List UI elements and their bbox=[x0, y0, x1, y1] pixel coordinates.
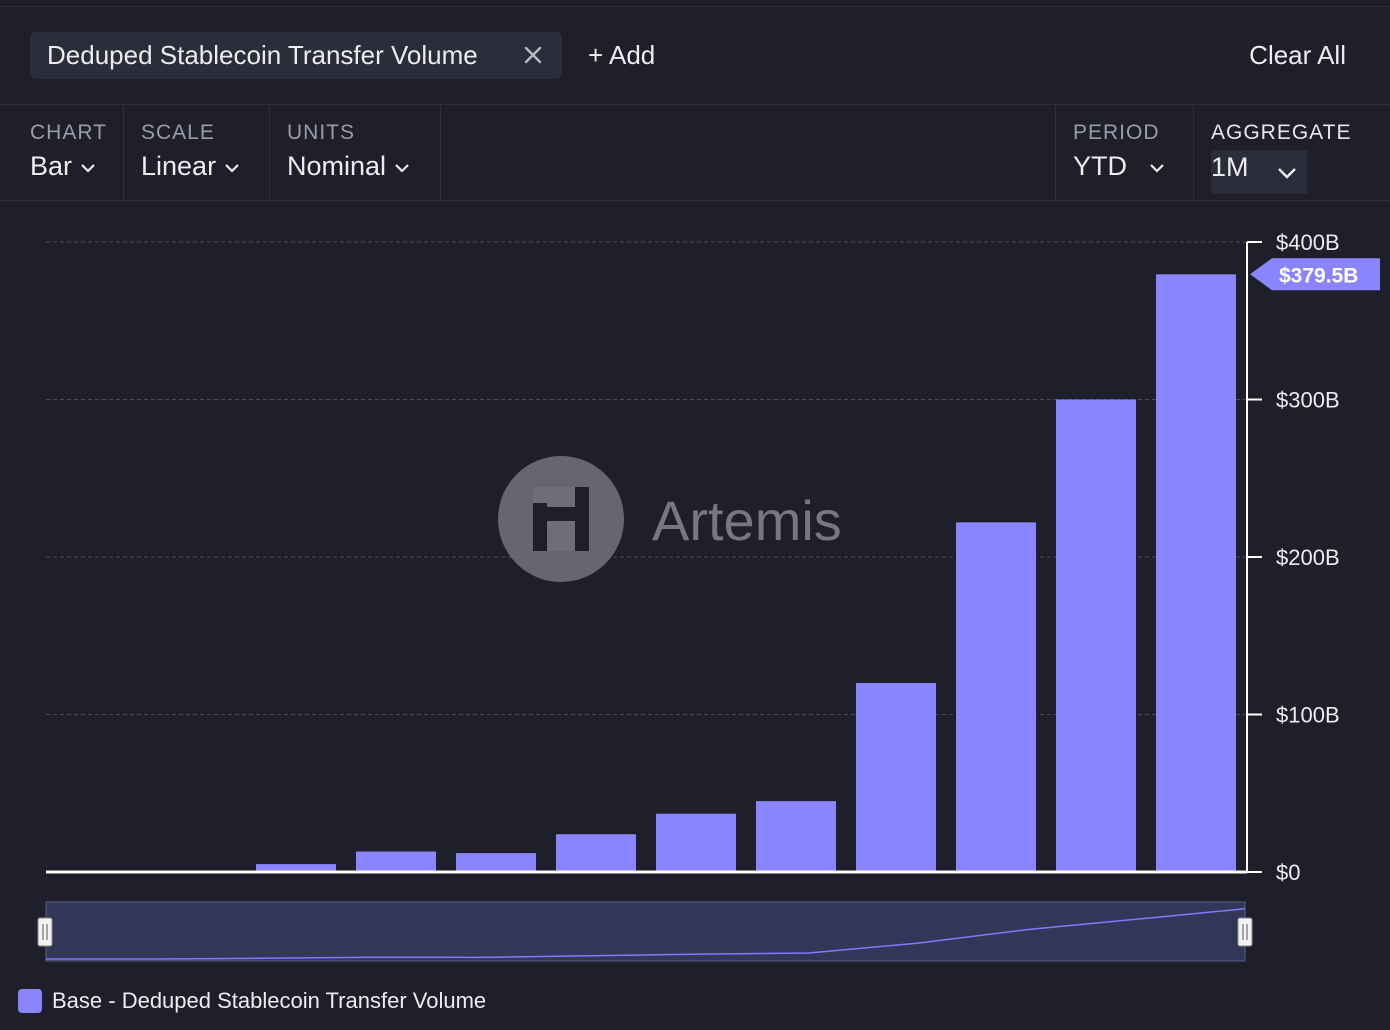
chevron-down-icon bbox=[1150, 164, 1164, 173]
last-value-label: $379.5B bbox=[1279, 264, 1358, 287]
bar bbox=[656, 813, 736, 872]
navigator-series-line bbox=[46, 907, 1246, 960]
legend-swatch bbox=[18, 989, 42, 1013]
navigator-handle-right[interactable] bbox=[1237, 917, 1253, 947]
toolbar-divider bbox=[269, 105, 270, 200]
y-tick-label: $100B bbox=[1276, 703, 1340, 728]
svg-text:Artemis: Artemis bbox=[652, 489, 842, 552]
navigator-handle-left[interactable] bbox=[37, 917, 53, 947]
legend-label: Base - Deduped Stablecoin Transfer Volum… bbox=[52, 988, 487, 1013]
range-navigator bbox=[45, 901, 1246, 962]
bar bbox=[1056, 399, 1136, 872]
toolbar-divider bbox=[440, 105, 441, 200]
close-icon[interactable] bbox=[522, 44, 544, 66]
toolbar-divider bbox=[123, 105, 124, 200]
units-value: Nominal bbox=[287, 151, 387, 181]
bar bbox=[1156, 274, 1236, 873]
chart-toolbar: CHART Bar SCALE Linear UNITS Nominal PER… bbox=[0, 104, 1390, 201]
add-metric-button[interactable]: + Add bbox=[588, 40, 656, 70]
y-tick-label: $300B bbox=[1276, 388, 1340, 413]
bar bbox=[956, 522, 1036, 872]
y-tick-label: $400B bbox=[1276, 230, 1340, 255]
units-label: UNITS bbox=[287, 121, 355, 144]
bar bbox=[256, 864, 336, 872]
period-value: YTD bbox=[1073, 151, 1127, 181]
bar bbox=[356, 851, 436, 872]
y-tick-label: $0 bbox=[1276, 860, 1300, 885]
metric-chip-label: Deduped Stablecoin Transfer Volume bbox=[47, 40, 478, 70]
artemis-watermark: Artemis bbox=[498, 456, 842, 582]
aggregate-select[interactable]: 1M bbox=[1211, 150, 1307, 194]
metric-chip[interactable]: Deduped Stablecoin Transfer Volume bbox=[30, 32, 562, 79]
chevron-down-icon bbox=[395, 164, 409, 173]
aggregate-label: AGGREGATE bbox=[1211, 121, 1352, 144]
bar bbox=[556, 834, 636, 872]
last-value-badge bbox=[1250, 258, 1380, 291]
chevron-down-icon bbox=[1278, 168, 1296, 179]
y-tick-label: $200B bbox=[1276, 545, 1340, 570]
toolbar-divider bbox=[1055, 105, 1056, 200]
chart-type-value: Bar bbox=[30, 151, 73, 181]
bar bbox=[756, 801, 836, 872]
clear-all-button[interactable]: Clear All bbox=[1249, 40, 1346, 70]
bar bbox=[456, 853, 536, 872]
chart-type-label: CHART bbox=[30, 121, 107, 144]
top-border bbox=[0, 6, 1390, 7]
chevron-down-icon bbox=[225, 164, 239, 173]
bar bbox=[856, 683, 936, 872]
scale-label: SCALE bbox=[141, 121, 215, 144]
legend[interactable]: Base - Deduped Stablecoin Transfer Volum… bbox=[18, 988, 486, 1014]
chevron-down-icon bbox=[81, 164, 95, 173]
period-label: PERIOD bbox=[1073, 121, 1160, 144]
toolbar-divider bbox=[1193, 105, 1194, 200]
aggregate-value: 1M bbox=[1211, 152, 1249, 182]
scale-value: Linear bbox=[141, 151, 217, 181]
